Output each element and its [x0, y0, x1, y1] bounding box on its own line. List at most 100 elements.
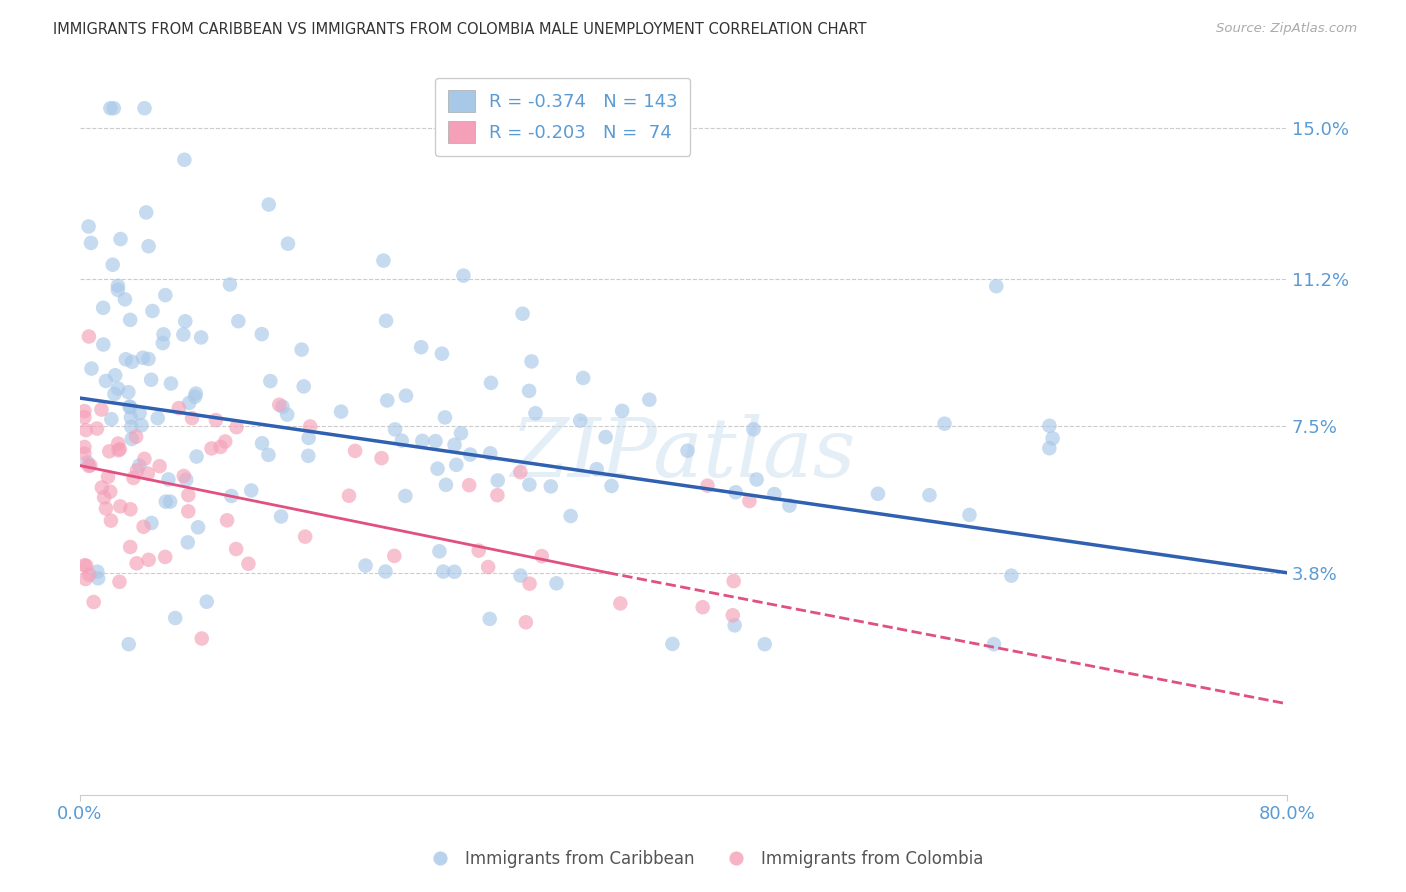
- Point: [177, 488, 200, 502]
- Legend: R = -0.374   N = 143, R = -0.203   N =  74: R = -0.374 N = 143, R = -0.203 N = 74: [434, 78, 690, 156]
- Point: [120, 502, 142, 516]
- Point: [86, 565, 108, 579]
- Point: [696, 478, 718, 492]
- Point: [934, 417, 956, 431]
- Point: [75, 423, 97, 437]
- Point: [221, 489, 243, 503]
- Point: [160, 376, 183, 391]
- Point: [724, 485, 747, 500]
- Point: [73, 440, 96, 454]
- Point: [458, 448, 481, 462]
- Point: [724, 618, 747, 632]
- Point: [107, 278, 129, 293]
- Point: [434, 478, 457, 492]
- Point: [103, 387, 125, 401]
- Point: [382, 549, 405, 563]
- Point: [330, 404, 353, 418]
- Point: [80, 361, 103, 376]
- Point: [184, 386, 207, 401]
- Point: [93, 491, 115, 505]
- Point: [94, 501, 117, 516]
- Point: [79, 458, 101, 473]
- Point: [107, 436, 129, 450]
- Point: [225, 541, 247, 556]
- Point: [86, 421, 108, 435]
- Point: [560, 508, 582, 523]
- Point: [120, 540, 142, 554]
- Point: [754, 637, 776, 651]
- Point: [209, 440, 232, 454]
- Point: [425, 434, 447, 449]
- Point: [107, 443, 129, 458]
- Point: [517, 384, 540, 398]
- Point: [79, 567, 101, 582]
- Point: [486, 488, 509, 502]
- Point: [152, 336, 174, 351]
- Point: [1038, 441, 1060, 455]
- Point: [429, 544, 451, 558]
- Point: [187, 520, 209, 534]
- Point: [373, 253, 395, 268]
- Point: [394, 489, 416, 503]
- Point: [515, 615, 537, 630]
- Point: [609, 596, 631, 610]
- Point: [337, 489, 360, 503]
- Point: [486, 474, 509, 488]
- Point: [778, 499, 800, 513]
- Point: [519, 477, 541, 491]
- Point: [257, 197, 280, 211]
- Point: [125, 463, 148, 477]
- Point: [1042, 431, 1064, 445]
- Point: [600, 479, 623, 493]
- Point: [141, 373, 163, 387]
- Point: [277, 236, 299, 251]
- Point: [433, 410, 456, 425]
- Point: [384, 422, 406, 436]
- Point: [509, 568, 531, 582]
- Point: [76, 455, 98, 469]
- Point: [131, 418, 153, 433]
- Point: [77, 219, 100, 234]
- Point: [195, 595, 218, 609]
- Point: [114, 293, 136, 307]
- Point: [986, 279, 1008, 293]
- Point: [374, 565, 396, 579]
- Point: [121, 432, 143, 446]
- Point: [519, 576, 541, 591]
- Point: [190, 330, 212, 344]
- Point: [477, 560, 499, 574]
- Point: [585, 462, 607, 476]
- Point: [153, 549, 176, 564]
- Point: [375, 393, 398, 408]
- Point: [375, 314, 398, 328]
- Point: [692, 600, 714, 615]
- Point: [101, 258, 124, 272]
- Point: [152, 327, 174, 342]
- Point: [146, 411, 169, 425]
- Point: [75, 558, 97, 573]
- Point: [479, 446, 502, 460]
- Point: [100, 101, 122, 115]
- Point: [479, 376, 502, 390]
- Point: [87, 571, 110, 585]
- Point: [107, 382, 129, 396]
- Point: [467, 543, 489, 558]
- Point: [181, 411, 204, 425]
- Point: [661, 637, 683, 651]
- Point: [118, 400, 141, 414]
- Point: [91, 337, 114, 351]
- Point: [134, 101, 156, 115]
- Point: [450, 426, 472, 441]
- Point: [297, 449, 319, 463]
- Point: [354, 558, 377, 573]
- Point: [270, 509, 292, 524]
- Point: [103, 101, 125, 115]
- Point: [190, 632, 212, 646]
- Point: [271, 400, 294, 414]
- Point: [90, 402, 112, 417]
- Point: [572, 371, 595, 385]
- Point: [114, 352, 136, 367]
- Point: [132, 351, 155, 365]
- Point: [132, 520, 155, 534]
- Point: [959, 508, 981, 522]
